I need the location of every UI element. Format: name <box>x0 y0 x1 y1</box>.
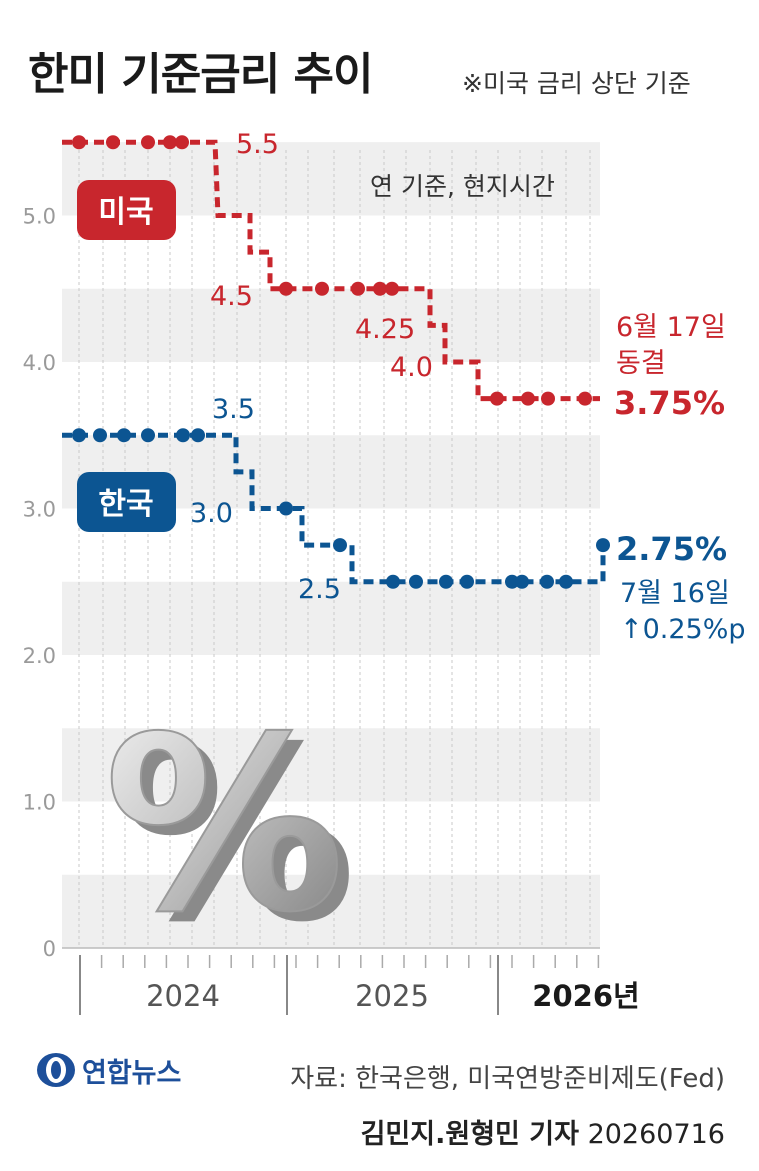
kr-end-note: 7월 16일 <box>620 578 730 609</box>
data-point <box>106 135 120 150</box>
data-point <box>163 135 177 150</box>
us-value-label: 4.25 <box>355 314 415 345</box>
grid-band <box>62 288 600 362</box>
rate-basis-note: ※미국 금리 상단 기준 <box>462 69 691 98</box>
logo-icon <box>37 1053 75 1087</box>
us-end-note: 동결 <box>616 348 666 379</box>
data-point <box>385 281 399 296</box>
page-title: 한미 기준금리 추이 <box>28 49 373 100</box>
x-year-label: 2025 <box>355 979 429 1013</box>
data-point <box>386 574 400 589</box>
data-point <box>176 428 190 443</box>
us-end-label: 3.75% <box>614 384 725 422</box>
data-point <box>515 574 529 589</box>
credit: 김민지.원형민 기자 20260716 <box>361 1112 725 1151</box>
svg-text:%: % <box>116 695 356 975</box>
y-tick-label: 5.0 <box>23 205 56 229</box>
data-point <box>315 281 329 296</box>
us-badge <box>77 180 176 240</box>
y-tick-label: 0 <box>43 937 56 961</box>
x-axis: 2024 2025 2026년 <box>79 955 640 1015</box>
x-year-label: 2026년 <box>532 979 639 1013</box>
data-point <box>72 135 86 150</box>
grid-band <box>62 581 600 655</box>
series-kr <box>62 428 610 589</box>
yonhap-logo: 연합뉴스 <box>34 1048 181 1092</box>
kr-end-label: 2.75% <box>616 530 727 568</box>
data-point <box>559 574 573 589</box>
data-point <box>72 428 86 443</box>
kr-value-label: 3.0 <box>190 498 233 529</box>
data-point <box>351 281 365 296</box>
us-value-label: 4.0 <box>390 352 433 383</box>
data-point <box>578 391 592 406</box>
grid-band <box>62 728 600 802</box>
x-year-label: 2024 <box>146 979 220 1013</box>
us-badge-label: 미국 <box>98 195 153 230</box>
series-us <box>62 135 600 406</box>
data-point <box>505 574 519 589</box>
y-tick-label: 4.0 <box>23 351 56 375</box>
reporters: 김민지.원형민 기자 <box>360 1119 579 1150</box>
data-point <box>460 574 474 589</box>
kr-badge-label: 한국 <box>98 487 153 522</box>
y-axis: 0 1.0 2.0 3.0 4.0 5.0 <box>23 205 600 961</box>
series-line <box>62 432 606 585</box>
data-point <box>490 391 504 406</box>
y-tick-label: 3.0 <box>23 498 56 522</box>
logo-text: 연합뉴스 <box>82 1057 182 1089</box>
data-point <box>175 135 189 150</box>
data-point <box>373 281 387 296</box>
data-point <box>541 391 555 406</box>
data-point <box>141 135 155 150</box>
publish-date: 20260716 <box>587 1119 725 1150</box>
kr-value-label: 2.5 <box>298 574 341 605</box>
kr-value-label: 3.5 <box>212 394 255 425</box>
y-tick-label: 1.0 <box>23 791 56 815</box>
data-point <box>279 501 293 516</box>
kr-end-note: ↑0.25%p <box>620 614 746 645</box>
vertical-grid <box>78 150 591 948</box>
data-point <box>521 391 535 406</box>
series-line <box>62 139 600 402</box>
data-point <box>141 428 155 443</box>
us-value-label: 5.5 <box>236 129 279 160</box>
percent-graphic: % % <box>103 684 356 975</box>
data-point <box>279 281 293 296</box>
chart-note: 연 기준, 현지시간 <box>370 172 555 201</box>
grid-band <box>62 874 600 948</box>
data-point <box>409 574 423 589</box>
data-point <box>596 538 610 553</box>
data-point <box>93 428 107 443</box>
data-point <box>540 574 554 589</box>
kr-badge <box>77 472 176 532</box>
source-text: 자료: 한국은행, 미국연방준비제도(Fed) <box>290 1064 725 1094</box>
data-point <box>333 538 347 553</box>
data-point <box>117 428 131 443</box>
us-value-label: 4.5 <box>210 281 253 312</box>
data-point <box>439 574 453 589</box>
us-end-note: 6월 17일 <box>616 312 726 343</box>
data-point <box>191 428 205 443</box>
y-tick-label: 2.0 <box>23 644 56 668</box>
svg-text:%: % <box>104 685 344 965</box>
